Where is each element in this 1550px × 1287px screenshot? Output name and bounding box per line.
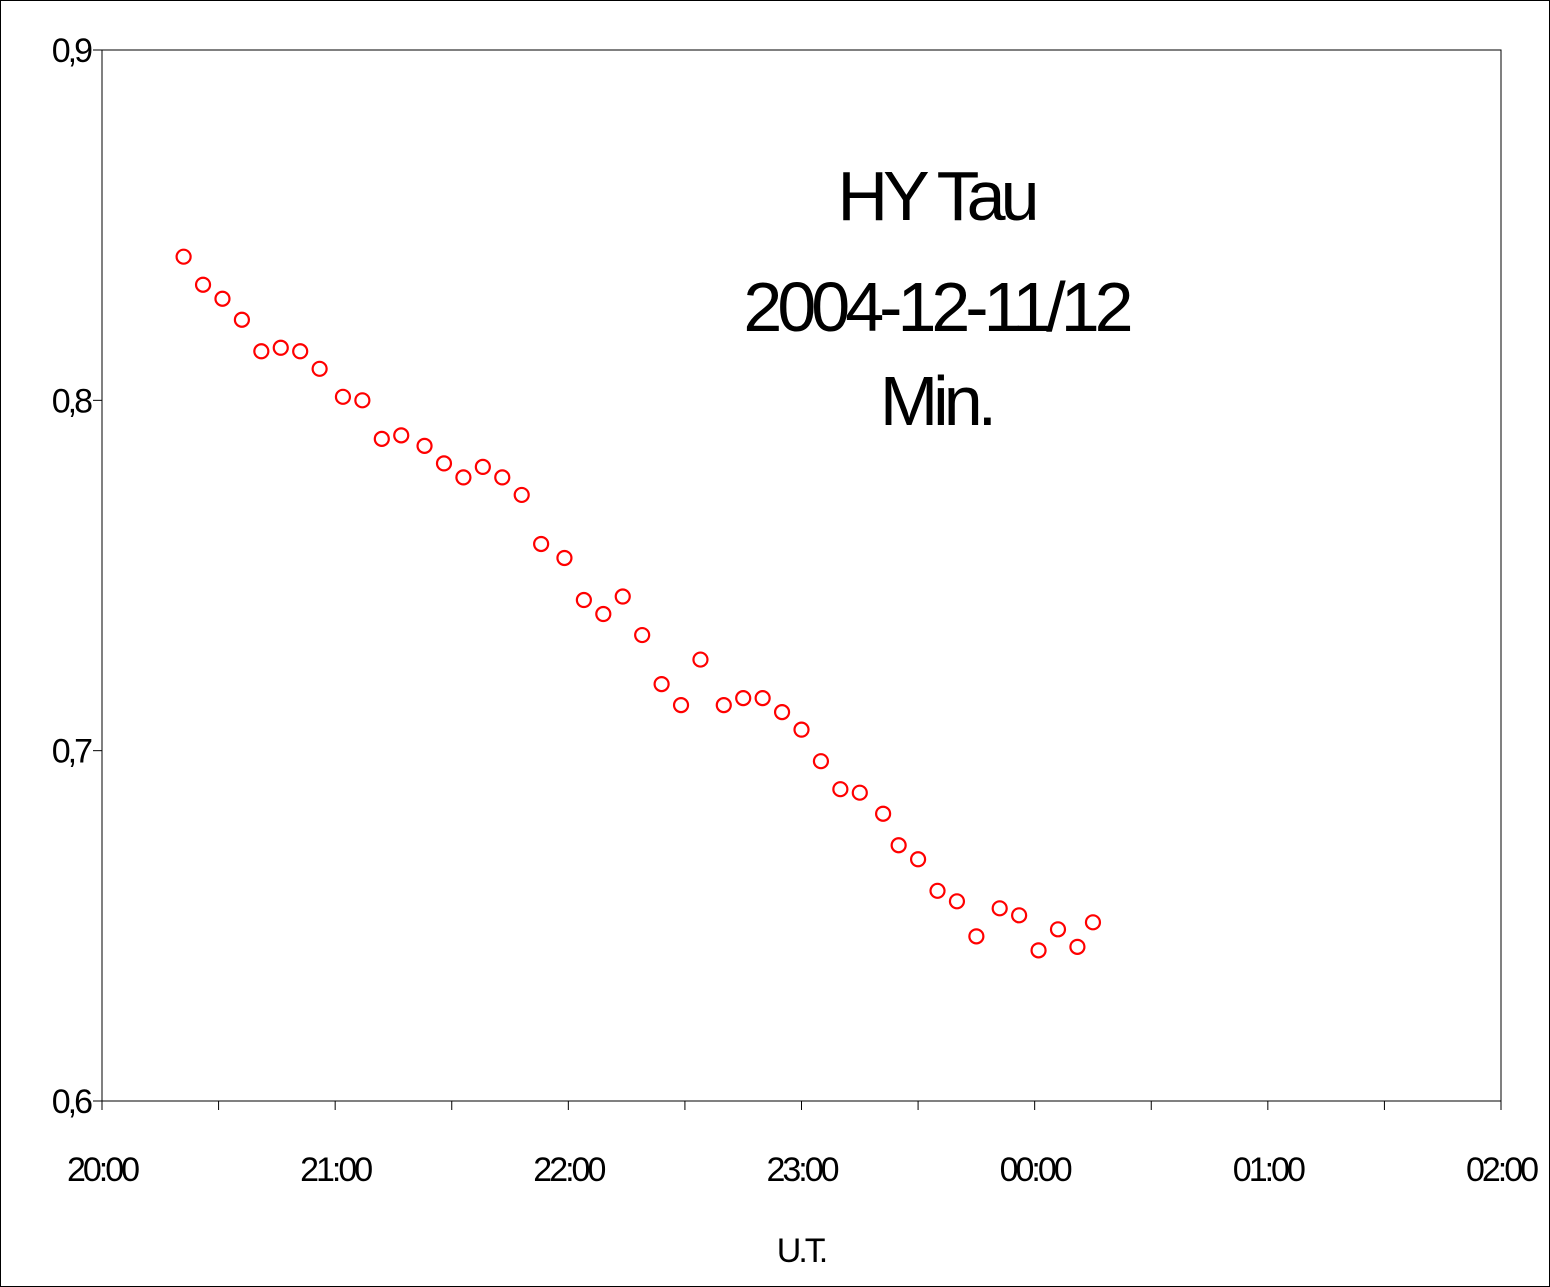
data-point bbox=[373, 430, 390, 447]
data-point bbox=[1011, 907, 1028, 924]
tick-labels: 20:00 21:00 22:00 23:00 00:00 01:00 02:00 0,6 0,… bbox=[52, 32, 1541, 1189]
data-point bbox=[393, 427, 410, 444]
x-tick-label: 23:00 bbox=[766, 1151, 838, 1189]
y-tick-label: 0,8 bbox=[52, 382, 92, 420]
data-point bbox=[292, 343, 309, 360]
x-tick-label: 21:00 bbox=[300, 1151, 372, 1189]
data-point bbox=[494, 469, 511, 486]
data-point bbox=[233, 311, 250, 328]
data-point bbox=[1084, 914, 1102, 931]
data-point bbox=[1030, 942, 1047, 959]
data-point bbox=[435, 455, 453, 472]
y-tick-label: 0,6 bbox=[52, 1083, 92, 1121]
annotation-line-2: 2004-12-11/12 bbox=[743, 268, 1130, 346]
x-tick-label: 00:00 bbox=[1000, 1151, 1072, 1189]
annotation-line-1: HY Tau bbox=[837, 157, 1035, 235]
data-point bbox=[311, 360, 328, 377]
x-tick-label: 01:00 bbox=[1233, 1151, 1305, 1189]
data-point bbox=[533, 535, 550, 553]
data-point bbox=[929, 882, 946, 899]
data-point bbox=[334, 388, 352, 405]
data-point bbox=[968, 928, 985, 945]
data-point bbox=[614, 588, 631, 605]
data-point bbox=[890, 837, 907, 854]
x-tick-label: 02:00 bbox=[1466, 1151, 1538, 1189]
data-point bbox=[634, 626, 651, 644]
data-point bbox=[653, 676, 670, 693]
data-point bbox=[991, 900, 1008, 917]
data-point bbox=[455, 469, 472, 486]
x-tick-label: 20:00 bbox=[67, 1151, 139, 1189]
data-point bbox=[851, 784, 868, 801]
data-point bbox=[948, 893, 966, 910]
data-point bbox=[354, 392, 371, 409]
data-point bbox=[832, 781, 849, 798]
data-point bbox=[272, 339, 289, 356]
plot-area bbox=[101, 49, 1502, 1102]
data-points bbox=[175, 248, 1102, 959]
data-point bbox=[194, 276, 212, 293]
data-point bbox=[474, 458, 491, 475]
data-point bbox=[715, 697, 732, 714]
axis-ticks bbox=[93, 49, 1502, 1110]
data-point bbox=[754, 690, 771, 707]
y-tick-label: 0,7 bbox=[52, 733, 92, 771]
x-axis-title: U.T. bbox=[777, 1232, 826, 1270]
annotation-line-3: Min. bbox=[880, 362, 992, 440]
data-point bbox=[214, 290, 231, 307]
data-point bbox=[672, 697, 690, 714]
data-point bbox=[253, 343, 270, 360]
data-point bbox=[1069, 938, 1086, 955]
x-tick-label: 22:00 bbox=[533, 1151, 605, 1189]
data-point bbox=[575, 591, 592, 609]
data-point bbox=[556, 549, 573, 567]
data-point bbox=[773, 704, 791, 721]
data-point bbox=[692, 651, 709, 668]
data-point bbox=[812, 753, 830, 770]
y-tick-label: 0,9 bbox=[52, 32, 92, 70]
data-point bbox=[1049, 921, 1067, 938]
data-point bbox=[595, 605, 612, 623]
data-point bbox=[793, 721, 810, 738]
data-point bbox=[416, 437, 433, 454]
data-point bbox=[909, 851, 927, 868]
data-point bbox=[875, 805, 892, 822]
data-point bbox=[735, 690, 752, 707]
data-point bbox=[175, 248, 192, 265]
data-point bbox=[513, 486, 530, 504]
